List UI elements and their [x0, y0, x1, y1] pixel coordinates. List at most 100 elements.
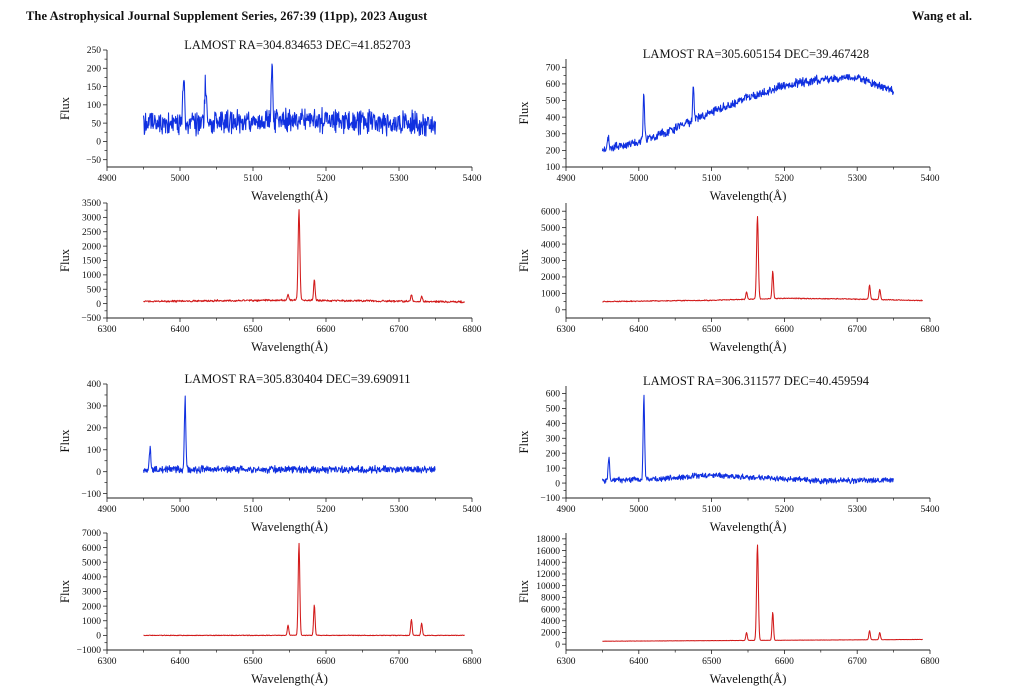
- y-tick-label: 3500: [82, 199, 101, 209]
- x-tick-label: 6700: [848, 325, 867, 335]
- y-tick-label: 100: [546, 163, 561, 173]
- y-tick-label: 400: [87, 380, 102, 390]
- panel-title: LAMOST RA=306.311577 DEC=40.459594: [643, 374, 870, 388]
- y-tick-label: −500: [81, 314, 101, 324]
- x-tick-label: 5000: [629, 505, 648, 515]
- y-tick-label: 700: [546, 64, 561, 74]
- panel-title: LAMOST RA=305.830404 DEC=39.690911: [185, 372, 411, 386]
- x-tick-label: 5300: [848, 174, 867, 184]
- x-axis-title: Wavelength(Å): [710, 340, 787, 354]
- x-tick-label: 6600: [775, 657, 794, 667]
- x-tick-label: 6300: [557, 657, 576, 667]
- x-tick-label: 6600: [317, 325, 336, 335]
- x-axis-title: Wavelength(Å): [710, 672, 787, 686]
- spectrum-line-red: [602, 544, 923, 642]
- panel-p1-red: 6300 6400 6500 6600 6700 6800 −500 0 500 1000 1500…: [58, 199, 482, 354]
- panel-title: LAMOST RA=304.834653 DEC=41.852703: [184, 38, 410, 52]
- x-tick-label: 6600: [317, 657, 336, 667]
- x-tick-label: 6600: [775, 325, 794, 335]
- y-tick-label: 0: [555, 306, 560, 316]
- y-tick-label: 600: [546, 390, 561, 400]
- y-tick-label: 1000: [82, 617, 101, 627]
- y-tick-label: 300: [87, 402, 102, 412]
- y-tick-label: 4000: [541, 240, 560, 250]
- y-tick-label: 300: [546, 434, 561, 444]
- y-tick-label: 18000: [536, 535, 560, 545]
- y-tick-label: 150: [87, 83, 102, 93]
- y-tick-label: 200: [546, 147, 561, 157]
- y-tick-label: 0: [96, 632, 101, 642]
- y-tick-label: 16000: [536, 547, 560, 557]
- y-tick-label: 2500: [82, 228, 101, 238]
- x-tick-label: 6400: [629, 325, 648, 335]
- x-axis-title: Wavelength(Å): [251, 520, 328, 534]
- y-tick-label: 10000: [536, 582, 560, 592]
- spectrum-line-blue: [601, 73, 895, 153]
- x-axis-title: Wavelength(Å): [710, 189, 787, 203]
- running-header-authors: Wang et al.: [911, 9, 972, 23]
- panel-p3-blue: 4900 5000 5100 5200 5300 5400 −100 0 100 200 300 40…: [58, 372, 482, 534]
- y-tick-label: 1500: [82, 257, 101, 267]
- y-tick-label: 600: [546, 80, 561, 90]
- y-tick-label: 400: [546, 420, 561, 430]
- y-tick-label: 100: [87, 101, 102, 111]
- y-tick-label: 4000: [82, 573, 101, 583]
- y-axis-title: Flux: [58, 96, 72, 120]
- x-tick-label: 5100: [244, 505, 263, 515]
- x-tick-label: 6400: [171, 657, 190, 667]
- x-tick-label: 6500: [244, 657, 263, 667]
- x-tick-label: 5100: [702, 174, 721, 184]
- y-tick-label: 4000: [541, 617, 560, 627]
- spectrum-line-blue: [142, 63, 437, 137]
- panel-p4-blue: 4900 5000 5100 5200 5300 5400 −100 0 100 200 300 40…: [517, 374, 940, 534]
- x-axis-title: Wavelength(Å): [251, 672, 328, 686]
- x-tick-label: 6300: [557, 325, 576, 335]
- y-tick-label: 100: [546, 464, 561, 474]
- x-axis-title: Wavelength(Å): [251, 340, 328, 354]
- x-tick-label: 5400: [463, 174, 482, 184]
- spectrum-line-red: [143, 542, 465, 637]
- y-tick-label: 14000: [536, 558, 560, 568]
- panel-p3-red: 6300 6400 6500 6600 6700 6800 −1000 0 1000 2000 30…: [58, 529, 482, 686]
- y-tick-label: 300: [546, 130, 561, 140]
- x-axis-title: Wavelength(Å): [710, 520, 787, 534]
- y-tick-label: 6000: [541, 605, 560, 615]
- spectrum-line-red: [602, 216, 923, 303]
- panel-title: LAMOST RA=305.605154 DEC=39.467428: [643, 47, 869, 61]
- x-tick-label: 5300: [848, 505, 867, 515]
- x-tick-label: 4900: [98, 174, 117, 184]
- spectrum-line-blue: [601, 394, 895, 485]
- y-tick-label: 3000: [82, 588, 101, 598]
- y-axis-title: Flux: [58, 429, 72, 453]
- y-axis-title: Flux: [58, 579, 72, 603]
- x-tick-label: 6400: [171, 325, 190, 335]
- y-tick-label: 200: [87, 64, 102, 74]
- y-tick-label: 500: [546, 405, 561, 415]
- x-tick-label: 6500: [244, 325, 263, 335]
- x-tick-label: 5300: [390, 174, 409, 184]
- y-axis-title: Flux: [517, 101, 531, 125]
- x-tick-label: 4900: [98, 505, 117, 515]
- y-tick-label: 250: [87, 46, 102, 56]
- y-tick-label: 500: [87, 285, 102, 295]
- y-tick-label: 200: [87, 424, 102, 434]
- y-tick-label: 5000: [82, 558, 101, 568]
- y-tick-label: 2000: [541, 273, 560, 283]
- panel-p1-blue: 4900 5000 5100 5200 5300 5400 −50 0 50 100 150 200 2…: [58, 38, 482, 203]
- y-tick-label: −50: [86, 156, 101, 166]
- x-tick-label: 6800: [463, 325, 482, 335]
- y-tick-label: −1000: [77, 646, 102, 656]
- y-tick-label: 5000: [541, 224, 560, 234]
- x-tick-label: 5200: [775, 174, 794, 184]
- x-tick-label: 6700: [848, 657, 867, 667]
- x-tick-label: 4900: [557, 505, 576, 515]
- x-axis-title: Wavelength(Å): [251, 189, 328, 203]
- x-tick-label: 6800: [921, 325, 940, 335]
- y-tick-label: 2000: [82, 602, 101, 612]
- x-tick-label: 6700: [390, 657, 409, 667]
- y-tick-label: 3000: [541, 257, 560, 267]
- x-tick-label: 5000: [171, 174, 190, 184]
- x-tick-label: 6800: [463, 657, 482, 667]
